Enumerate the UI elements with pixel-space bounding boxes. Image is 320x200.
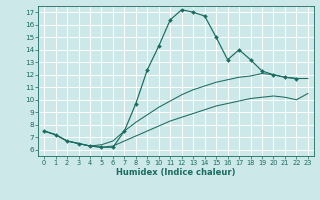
X-axis label: Humidex (Indice chaleur): Humidex (Indice chaleur) [116,168,236,177]
